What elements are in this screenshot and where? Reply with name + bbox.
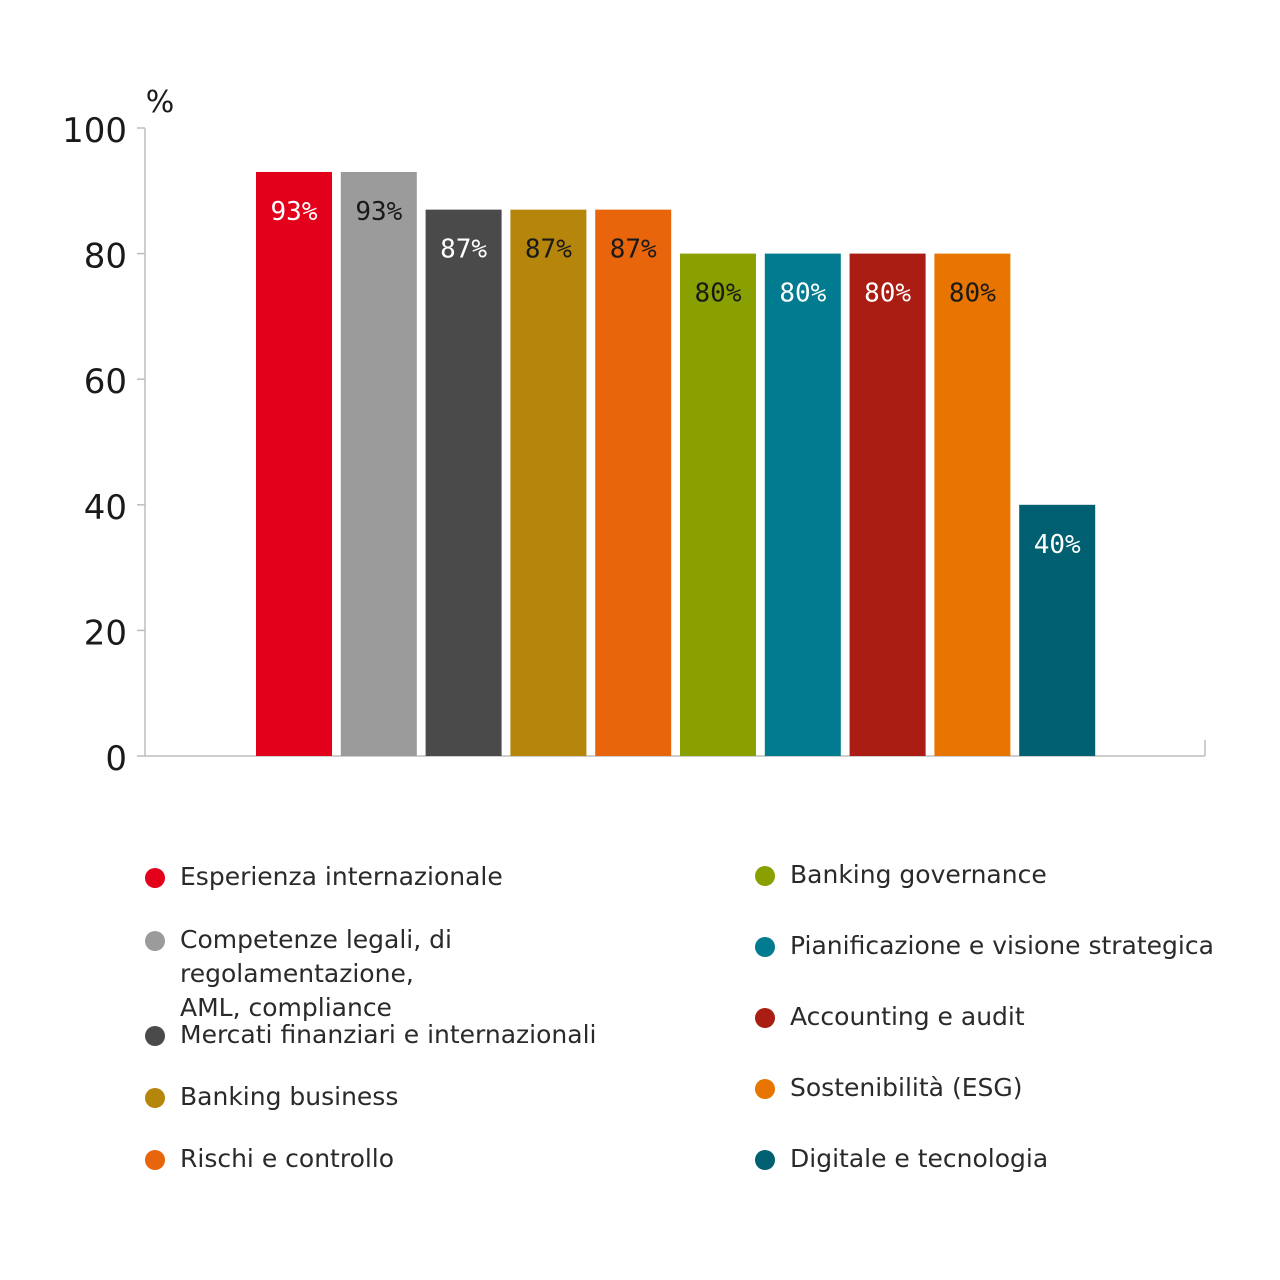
legend-label: Banking business bbox=[180, 1082, 399, 1111]
legend-left-column: Esperienza internazionale Competenze lega… bbox=[145, 860, 705, 1200]
legend-label: Banking governance bbox=[790, 860, 1047, 889]
legend-label: Competenze legali, di regolamentazione, A… bbox=[180, 925, 452, 1022]
bar bbox=[425, 209, 502, 756]
legend-item: Digitale e tecnologia bbox=[755, 1142, 1275, 1176]
bar-value-label: 87% bbox=[440, 235, 487, 265]
legend-swatch bbox=[755, 1079, 775, 1099]
bar-value-label: 80% bbox=[695, 279, 742, 309]
legend-right-column: Banking governance Pianificazione e visio… bbox=[755, 858, 1255, 1198]
legend-item: Rischi e controllo bbox=[145, 1142, 665, 1176]
legend-label: Mercati finanziari e internazionali bbox=[180, 1020, 597, 1049]
legend-item: Mercati finanziari e internazionali bbox=[145, 1018, 665, 1052]
legend-item: Banking business bbox=[145, 1080, 665, 1114]
y-tick-label: 20 bbox=[84, 613, 127, 653]
legend-item: Accounting e audit bbox=[755, 1000, 1275, 1034]
bar-value-label: 87% bbox=[525, 235, 572, 265]
bar bbox=[256, 171, 332, 756]
legend-swatch bbox=[145, 868, 165, 888]
bar-value-label: 93% bbox=[355, 197, 402, 227]
chart-data-labels: 93% 93% 87% 87% 87% 80% 80% 80% 80% 40% bbox=[271, 197, 1082, 560]
legend-swatch bbox=[145, 1088, 165, 1108]
legend-label: Pianificazione e visione strategica bbox=[790, 931, 1214, 960]
bar-value-label: 80% bbox=[779, 279, 826, 309]
y-tick-label: 0 bbox=[105, 739, 127, 779]
bar bbox=[340, 171, 417, 756]
bar-value-label: 93% bbox=[271, 197, 318, 227]
y-tick-label: 80 bbox=[84, 237, 127, 277]
legend-item: Sostenibilità (ESG) bbox=[755, 1071, 1275, 1105]
legend-swatch bbox=[145, 931, 165, 951]
y-axis-unit-label: % bbox=[146, 85, 175, 120]
bar-value-label: 87% bbox=[610, 235, 657, 265]
bar-value-label: 80% bbox=[864, 279, 911, 309]
bar bbox=[595, 209, 672, 756]
bar bbox=[1019, 504, 1096, 756]
legend-item: Competenze legali, di regolamentazione, A… bbox=[145, 923, 665, 1025]
bar-value-label: 40% bbox=[1034, 530, 1081, 560]
legend-label: Sostenibilità (ESG) bbox=[790, 1073, 1023, 1102]
y-tick-label: 60 bbox=[84, 362, 127, 402]
bar bbox=[510, 209, 587, 756]
chart-bars bbox=[256, 171, 1096, 756]
legend-swatch bbox=[145, 1026, 165, 1046]
legend-swatch bbox=[755, 937, 775, 957]
y-tick-label: 100 bbox=[62, 111, 127, 151]
legend-label: Accounting e audit bbox=[790, 1002, 1025, 1031]
legend-item: Pianificazione e visione strategica bbox=[755, 929, 1275, 963]
legend-label: Digitale e tecnologia bbox=[790, 1144, 1049, 1173]
legend-label: Rischi e controllo bbox=[180, 1144, 395, 1173]
bar bbox=[764, 253, 841, 756]
legend-item: Banking governance bbox=[755, 858, 1275, 892]
legend-swatch bbox=[755, 866, 775, 886]
legend-swatch bbox=[145, 1150, 165, 1170]
bar bbox=[934, 253, 1011, 756]
bar bbox=[680, 253, 756, 756]
legend-swatch bbox=[755, 1150, 775, 1170]
y-tick-label: 40 bbox=[84, 488, 127, 528]
legend-item: Esperienza internazionale bbox=[145, 860, 665, 894]
legend-swatch bbox=[755, 1008, 775, 1028]
bar-value-label: 80% bbox=[949, 279, 996, 309]
bar bbox=[849, 253, 926, 756]
legend-label: Esperienza internazionale bbox=[180, 862, 503, 891]
